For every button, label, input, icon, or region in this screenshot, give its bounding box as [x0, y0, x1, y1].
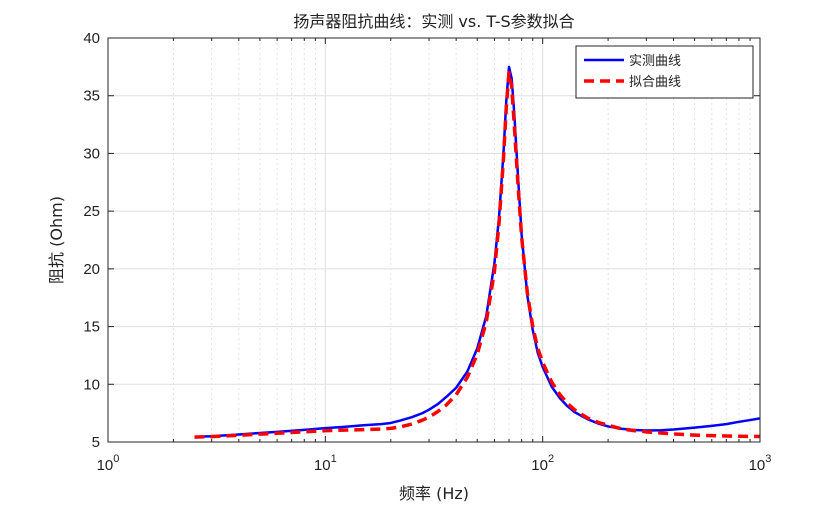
legend-label-fit: 拟合曲线 [629, 75, 681, 90]
plot-frame [107, 37, 761, 443]
x-tick-label: 103 [749, 453, 772, 474]
x-tick-label: 102 [531, 453, 554, 474]
series-layer [194, 65, 761, 439]
y-tick-label: 15 [83, 319, 100, 336]
y-tick-label: 40 [83, 30, 100, 47]
y-tick-label: 25 [83, 203, 100, 220]
plot-area [108, 38, 760, 442]
x-tick-label: 100 [97, 453, 120, 474]
ticks: 5 10 15 20 25 30 35 40 100 101 102 103 [83, 30, 771, 474]
series-measured-line [194, 65, 761, 439]
x-axis-label: 频率 (Hz) [399, 484, 469, 503]
legend-label-measured: 实测曲线 [629, 54, 681, 69]
y-tick-label: 35 [83, 88, 100, 105]
y-tick-label: 20 [83, 261, 100, 278]
legend: 实测曲线 拟合曲线 [575, 45, 754, 99]
series-fit-line [194, 70, 761, 439]
y-tick-label: 10 [83, 376, 100, 393]
y-axis-label: 阻抗 (Ohm) [47, 196, 66, 284]
y-tick-label: 5 [92, 434, 100, 451]
legend-box [575, 45, 754, 99]
chart-title: 扬声器阻抗曲线：实测 vs. T-S参数拟合 [293, 12, 574, 31]
x-tick-label: 101 [314, 453, 337, 474]
y-tick-label: 30 [83, 145, 100, 162]
